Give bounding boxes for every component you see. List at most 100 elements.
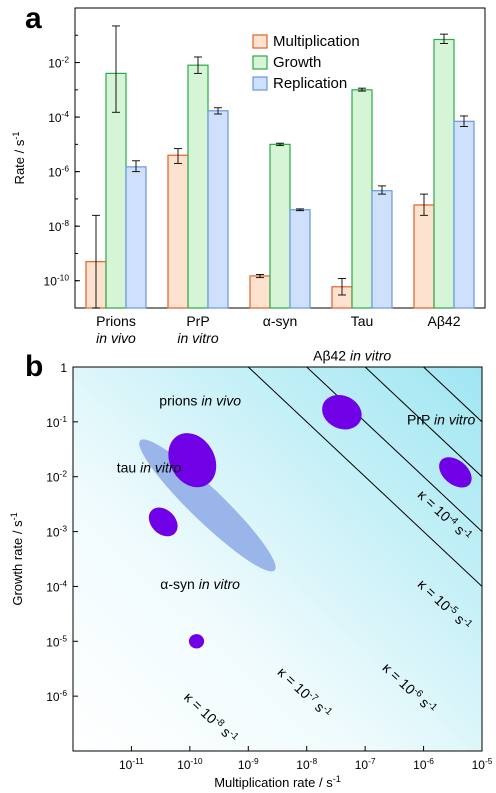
x-tick-label-b-part: 10 — [472, 758, 486, 772]
y-tick-label-a-part: 10 — [48, 166, 62, 180]
category-label-part: Prions — [96, 313, 136, 329]
x-tick-label-b-part: -5 — [485, 756, 493, 766]
legend-swatch — [252, 34, 268, 49]
region-label-part: in vitro — [350, 348, 391, 364]
y-tick-label-a-part: 10 — [48, 57, 62, 71]
bar — [289, 209, 311, 309]
y-tick-label-b: 10-4 — [46, 578, 67, 594]
region-ellipse — [139, 439, 276, 572]
y-tick-label-a-part: -2 — [62, 55, 70, 65]
region-label-part: in vitro — [140, 459, 181, 475]
category-label: Prions — [96, 313, 136, 329]
x-axis-title-b-part: Multiplication rate / s — [214, 775, 333, 790]
y-tick-label-b-part: 1 — [60, 361, 67, 375]
bar — [269, 143, 291, 309]
y-tick-label-a: 10-2 — [48, 55, 69, 71]
category-sublabel-part: in vivo — [96, 330, 136, 346]
x-tick-label-b-part: -9 — [251, 756, 259, 766]
y-tick-label-a-part: 10 — [48, 220, 62, 234]
x-tick-label-b: 10-9 — [238, 756, 259, 772]
x-tick-label-b: 10-8 — [296, 756, 317, 772]
x-axis-title-b-part: -1 — [333, 774, 341, 784]
y-tick-label-a: 10-10 — [44, 273, 70, 289]
x-tick-label-b-part: 10 — [238, 758, 252, 772]
y-tick-label-b-part: 10 — [46, 471, 60, 485]
region-label-part: α-syn — [160, 576, 198, 592]
region-label-part: tau — [117, 459, 140, 475]
y-axis-title-b: Growth rate / s-1 — [9, 512, 25, 605]
y-tick-label-b-part: -4 — [60, 578, 68, 588]
y-tick-label-a-part: 10 — [48, 111, 62, 125]
y-tick-label-b-part: -2 — [60, 469, 68, 479]
bar — [413, 204, 435, 309]
region-label-part: prions — [159, 392, 201, 408]
bar — [249, 275, 271, 309]
region-ellipse — [188, 634, 205, 649]
bar — [351, 89, 373, 309]
panel-letter-a: a — [25, 2, 42, 35]
y-axis-title-b-part: -1 — [9, 512, 19, 520]
category-label-part: α-syn — [263, 313, 298, 329]
y-axis-title-a: Rate / s-1 — [11, 132, 27, 185]
region-ellipse — [148, 507, 178, 537]
x-tick-label-b: 10-6 — [413, 756, 434, 772]
bar — [207, 110, 229, 309]
y-tick-label-a: 10-4 — [48, 109, 69, 125]
y-tick-label-b: 1 — [60, 361, 67, 375]
region-label: tau in vitro — [117, 459, 182, 475]
y-tick-label-b-part: 10 — [46, 526, 60, 540]
x-tick-label-b: 10-7 — [355, 756, 376, 772]
plot-area-b — [139, 367, 482, 649]
legend-swatch — [252, 55, 268, 70]
category-label: Tau — [351, 313, 374, 329]
region-label: prions in vivo — [159, 392, 241, 408]
y-tick-label-b-part: 10 — [46, 635, 60, 649]
bar — [433, 38, 455, 309]
category-label: Aβ42 — [428, 313, 461, 329]
y-tick-label-b-part: -5 — [60, 633, 68, 643]
region-label: PrP in vitro — [407, 411, 475, 427]
legend-entry: Multiplication — [273, 33, 360, 50]
x-tick-label-b: 10-10 — [177, 756, 203, 772]
x-tick-label-b-part: -11 — [132, 756, 144, 766]
y-axis-title-a-part: -1 — [11, 132, 21, 140]
region-ellipse — [168, 433, 217, 488]
category-label-part: Aβ42 — [428, 313, 461, 329]
category-sublabel: in vivo — [96, 330, 136, 346]
bar — [125, 166, 147, 309]
y-axis-title-b-part: Growth rate / s — [10, 520, 25, 606]
y-tick-label-b: 10-2 — [46, 469, 67, 485]
y-tick-label-a: 10-8 — [48, 218, 69, 234]
x-tick-label-b-part: 10 — [177, 758, 191, 772]
x-tick-label-b-part: 10 — [413, 758, 427, 772]
x-tick-label-b-part: -7 — [368, 756, 376, 766]
kappa-isoline — [247, 367, 482, 587]
y-tick-label-b-part: -6 — [60, 688, 68, 698]
y-tick-label-b-part: 10 — [46, 580, 60, 594]
region-label-part: in vivo — [201, 392, 241, 408]
category-sublabel: in vitro — [177, 330, 218, 346]
x-tick-label-b: 10-11 — [119, 756, 144, 772]
category-label: α-syn — [263, 313, 298, 329]
panel-letter-b: b — [25, 350, 43, 383]
legend-entry-part: Growth — [273, 54, 321, 71]
x-tick-label-b-part: -8 — [310, 756, 318, 766]
legend-entry: Replication — [273, 75, 347, 92]
bar — [167, 154, 189, 309]
region-label-part: Aβ42 — [313, 348, 350, 364]
x-tick-label-b: 10-5 — [472, 756, 493, 772]
y-tick-label-b: 10-3 — [46, 524, 67, 540]
region-ellipse — [322, 394, 362, 430]
y-tick-label-b-part: -3 — [60, 524, 68, 534]
region-label: α-syn in vitro — [160, 576, 240, 592]
y-tick-label-b-part: -1 — [60, 414, 68, 424]
y-axis-title-a-part: Rate / s — [12, 139, 27, 184]
plot-frame-b — [72, 366, 483, 752]
plot-background-b — [73, 367, 482, 751]
region-label: Aβ42 in vitro — [313, 348, 391, 364]
y-tick-label-b: 10-5 — [46, 633, 67, 649]
legend-entry-part: Multiplication — [273, 33, 360, 50]
x-tick-label-b-part: 10 — [119, 758, 133, 772]
